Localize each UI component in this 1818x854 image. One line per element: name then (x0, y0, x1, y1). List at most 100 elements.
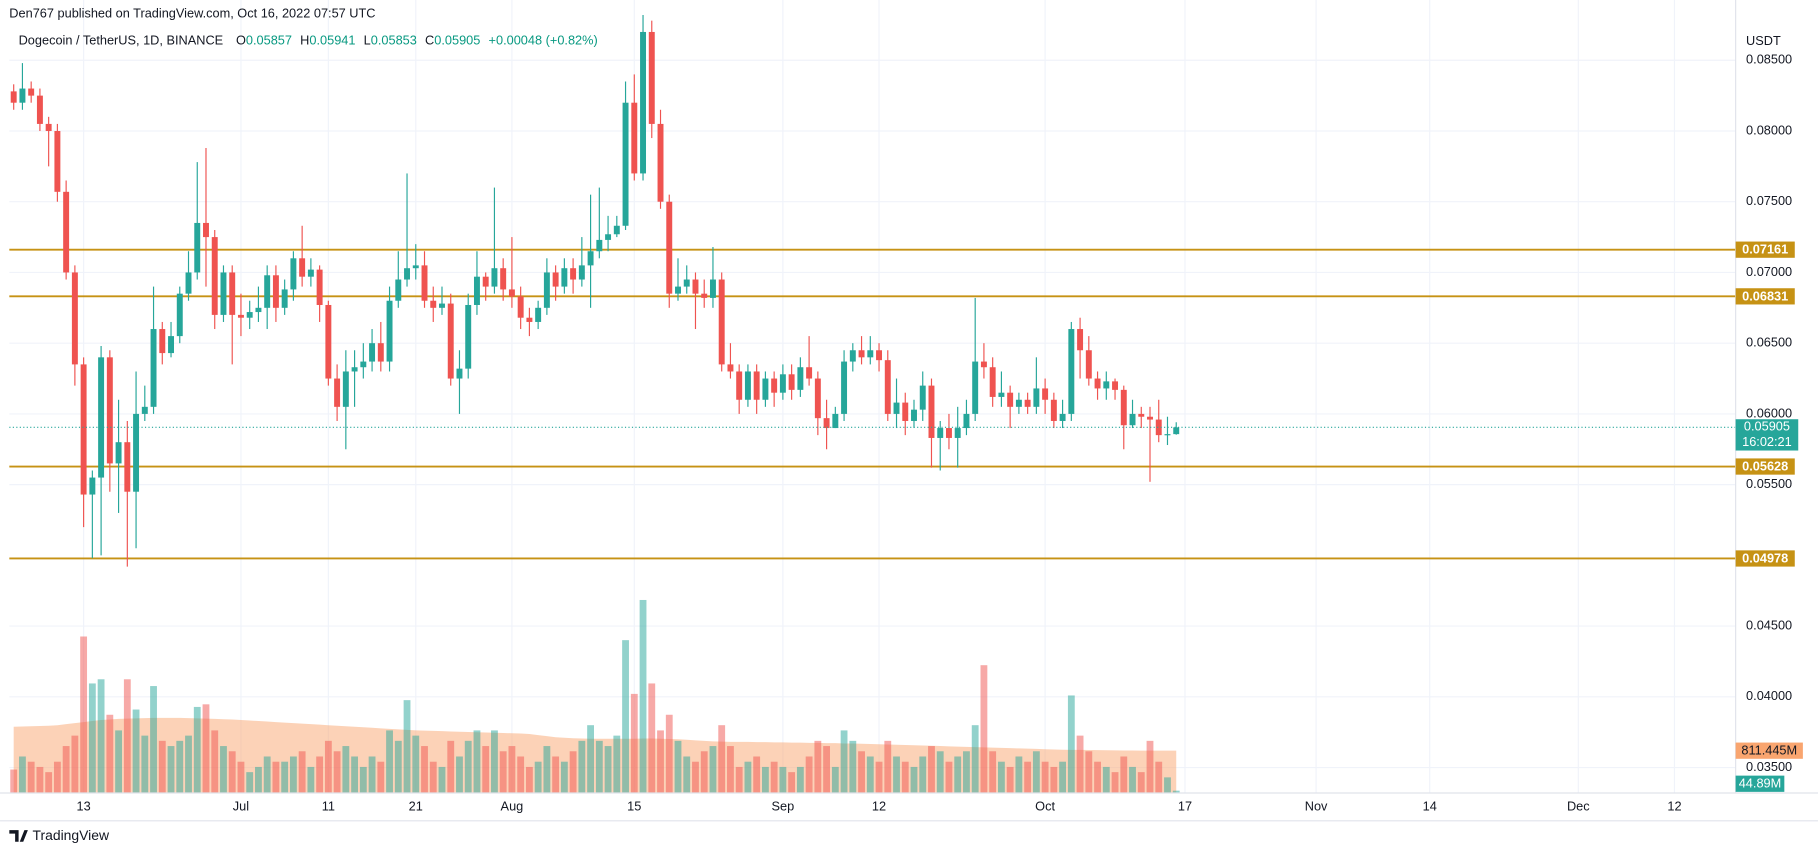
candle-body (412, 265, 419, 269)
header: Den767 published on TradingView.com, Oct… (9, 5, 1781, 843)
candle-body (1129, 413, 1136, 426)
candle-body (980, 361, 987, 368)
volume-bar (150, 686, 157, 794)
volume-bar (560, 761, 568, 794)
candle-body (220, 272, 227, 315)
candle-body (1103, 381, 1110, 389)
x-tick-label: Nov (1305, 798, 1328, 813)
y-tick-label: 0.04000 (1746, 688, 1792, 703)
volume-bar (1172, 790, 1180, 794)
volume-label-box (1735, 775, 1785, 792)
x-tick-label: Oct (1035, 798, 1055, 813)
candle-body (307, 269, 314, 277)
candle-body (482, 276, 489, 287)
candle-body (89, 477, 96, 495)
candle-body (185, 272, 192, 294)
candle-body (1120, 389, 1127, 426)
volume-bar (115, 730, 122, 794)
candle-body (491, 268, 498, 287)
candle-body (1007, 392, 1014, 407)
candle-body (98, 357, 105, 478)
level-label: 0.07161 (1742, 242, 1788, 257)
y-tick-label: 0.05500 (1746, 476, 1792, 491)
candle-body (613, 225, 620, 235)
candle-body (919, 385, 926, 410)
volume-bar (744, 761, 752, 794)
candle-body (657, 123, 664, 202)
volume-bar (289, 756, 297, 794)
candle-body (701, 293, 708, 298)
candle-body (369, 343, 376, 362)
x-tick-label: 15 (627, 798, 641, 813)
volume-bar (517, 756, 525, 794)
volume-bar (211, 730, 219, 794)
candle-body (937, 428, 944, 438)
candle-body (771, 378, 778, 393)
volume-bar (342, 746, 350, 794)
volume-bar (814, 740, 822, 794)
candle-body (351, 367, 358, 372)
volume-bar (1155, 761, 1163, 794)
volume-bar (386, 730, 393, 794)
countdown: 16:02:21 (1742, 434, 1792, 449)
candle-body (334, 378, 341, 407)
volume-bar (263, 756, 271, 794)
volume-bar (569, 751, 577, 794)
volume-bar (796, 766, 804, 794)
candle-body (692, 279, 699, 294)
candle-body (377, 343, 384, 362)
candle-body (10, 91, 17, 103)
candle-body (80, 364, 87, 495)
candle-body (814, 378, 821, 419)
logo-mark (9, 830, 28, 842)
volume-bar (779, 766, 787, 794)
volume-bar (1076, 735, 1084, 794)
volume-bar (692, 761, 699, 794)
x-tick-label: 13 (77, 798, 91, 813)
candle-body (841, 361, 848, 414)
candle-body (194, 222, 201, 273)
candle-body (753, 371, 760, 400)
candle-body (71, 272, 78, 365)
change: +0.00048 (+0.82%) (489, 33, 598, 48)
volume-bar (482, 746, 490, 794)
volume-bar (246, 772, 254, 794)
candle-body (543, 272, 550, 308)
volume-bar (298, 751, 306, 794)
volume-bar (377, 761, 385, 794)
volume-bar (954, 756, 962, 794)
candle-body (727, 364, 734, 372)
x-tick-label: Dec (1567, 798, 1590, 813)
volume-bar (429, 761, 437, 794)
candle-body (325, 304, 332, 379)
volume-bar (45, 772, 53, 794)
volume-bar (368, 756, 376, 794)
x-tick-label: Sep (772, 798, 795, 813)
candle-body (517, 296, 524, 318)
volume-bar (831, 766, 839, 794)
volume-bar (718, 725, 726, 794)
volume-bar (359, 766, 367, 794)
volume-bar (945, 761, 953, 794)
volume-bar (884, 740, 892, 794)
volume-bar (674, 740, 682, 794)
volume-bar (735, 766, 743, 794)
low-value: 0.05853 (371, 33, 417, 48)
volume-bar (893, 756, 900, 794)
y-tick-label: 0.07000 (1746, 264, 1792, 279)
volume-bar (62, 746, 70, 794)
candle-body (1147, 416, 1153, 420)
candle-body (884, 360, 891, 414)
candle-body (272, 275, 279, 308)
volume-ma-label-box (1735, 742, 1803, 759)
candle-body (63, 191, 70, 273)
volume-bar (255, 766, 262, 794)
candle-body (718, 279, 725, 365)
volume-bar (1050, 766, 1058, 794)
volume-bar (875, 761, 883, 794)
candle-body (19, 88, 26, 103)
candle-body (211, 237, 218, 315)
candle-body (473, 276, 480, 305)
volume-bar (316, 756, 324, 794)
